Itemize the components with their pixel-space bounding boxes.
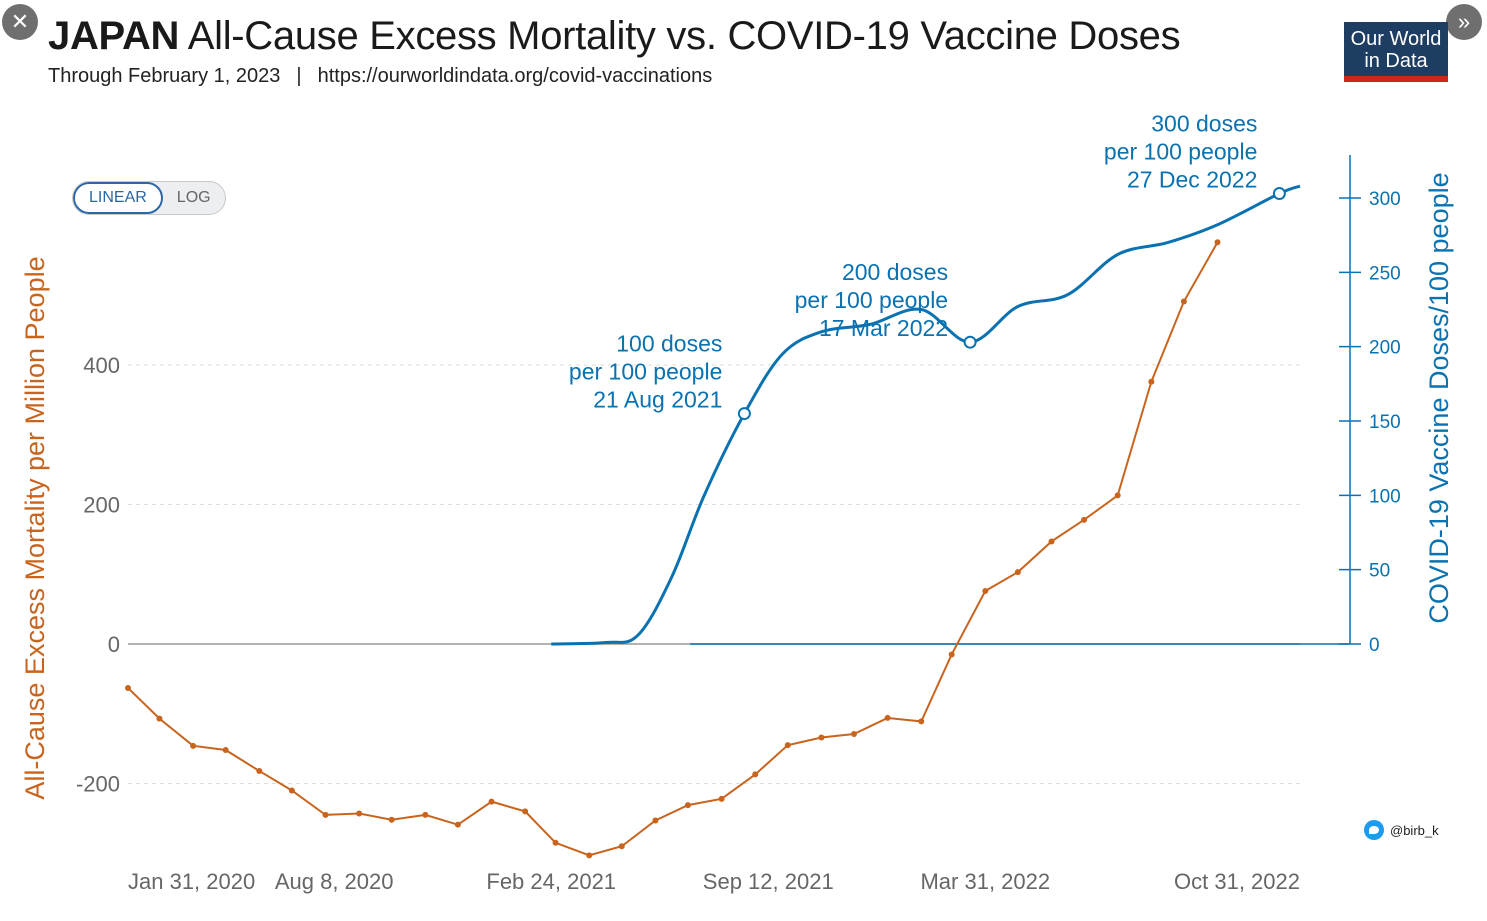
x-axis: Jan 31, 2020 Aug 8, 2020 Feb 24, 2021 Sep 1…: [128, 869, 1300, 894]
milestone-label: 27 Dec 2022: [1127, 167, 1257, 193]
right-tick-label: 150: [1369, 412, 1401, 433]
subtitle-separator: |: [296, 65, 302, 87]
mortality-point: [454, 821, 461, 828]
logo-line-2: in Data: [1364, 50, 1428, 72]
mortality-point: [1148, 378, 1155, 385]
mortality-point: [784, 742, 791, 749]
mortality-point: [522, 808, 529, 815]
close-button[interactable]: ✕: [2, 4, 38, 40]
double-chevron-right-icon: »: [1457, 9, 1471, 34]
mortality-point: [1114, 492, 1121, 499]
mortality-point: [850, 730, 857, 737]
vaccine-line: [551, 184, 1301, 646]
series: [125, 184, 1301, 859]
milestone-label: per 100 people: [1104, 139, 1257, 165]
right-tick-label: 100: [1369, 486, 1401, 507]
mortality-point: [1180, 298, 1187, 305]
left-tick-label: -200: [76, 772, 120, 797]
right-axis-title: COVID-19 Vaccine Doses/100 people: [1424, 172, 1454, 623]
x-tick-label: Feb 24, 2021: [486, 869, 616, 894]
left-axis: -200 0 200 400: [76, 353, 120, 797]
mortality-point: [1014, 569, 1021, 576]
author-handle: @birb_k: [1390, 822, 1439, 838]
mortality-point: [618, 843, 625, 850]
right-tick-label: 0: [1369, 635, 1380, 656]
x-tick-label: Oct 31, 2022: [1174, 869, 1300, 894]
right-tick-label: 50: [1369, 561, 1390, 582]
milestone-label: 100 doses: [616, 331, 722, 357]
title-text: All-Cause Excess Mortality vs. COVID-19 …: [187, 14, 1181, 58]
left-tick-label: 0: [108, 632, 120, 657]
x-tick-label: Jan 31, 2020: [128, 869, 255, 894]
milestone-label: 21 Aug 2021: [593, 387, 722, 413]
mortality-point: [356, 810, 363, 817]
x-tick-label: Sep 12, 2021: [703, 869, 834, 894]
milestone-label: 17 Mar 2022: [819, 315, 948, 341]
mortality-point: [586, 852, 593, 859]
mortality-point: [388, 816, 395, 823]
right-tick-label: 250: [1369, 263, 1401, 284]
milestone-label: per 100 people: [569, 359, 722, 385]
mortality-point: [256, 767, 263, 774]
twitter-bird-icon: [1364, 820, 1384, 840]
scale-option-linear[interactable]: LINEAR: [73, 182, 163, 214]
x-tick-label: Mar 31, 2022: [920, 869, 1050, 894]
mortality-line: [127, 241, 1219, 857]
mortality-point: [1214, 239, 1221, 246]
mortality-point: [488, 798, 495, 805]
mortality-point: [884, 714, 891, 721]
chart-subtitle: Through February 1, 2023 | https://ourworl…: [48, 65, 1180, 88]
mortality-point: [918, 718, 925, 725]
mortality-point: [288, 787, 295, 794]
mortality-point: [422, 811, 429, 818]
mortality-point: [752, 771, 759, 778]
chart-title: JAPAN All-Cause Excess Mortality vs. COV…: [48, 14, 1181, 59]
mortality-point: [125, 684, 131, 691]
mortality-point: [190, 742, 197, 749]
close-icon: ✕: [10, 9, 30, 34]
mortality-point: [818, 734, 825, 741]
mortality-point: [982, 587, 989, 594]
right-tick-label: 200: [1369, 338, 1401, 359]
owid-logo[interactable]: Our World in Data: [1344, 22, 1448, 82]
next-button[interactable]: »: [1446, 4, 1482, 40]
logo-line-1: Our World: [1350, 28, 1442, 50]
left-tick-label: 200: [83, 493, 120, 518]
milestone-marker: [1272, 187, 1286, 201]
scale-toggle: LINEAR LOG: [72, 181, 226, 215]
mortality-point: [552, 839, 559, 846]
mortality-point: [652, 817, 659, 824]
title-country: JAPAN: [48, 14, 180, 58]
mortality-point: [222, 747, 229, 754]
subtitle-date: Through February 1, 2023: [48, 65, 281, 87]
source-link[interactable]: https://ourworldindata.org/covid-vaccina…: [317, 65, 713, 87]
author-credit: @birb_k: [1364, 820, 1439, 840]
mortality-point: [948, 651, 955, 658]
left-tick-label: 400: [83, 353, 120, 378]
header: JAPAN All-Cause Excess Mortality vs. COV…: [48, 14, 1181, 88]
mortality-point: [684, 802, 691, 809]
milestone-label: 300 doses: [1151, 111, 1257, 137]
mortality-point: [322, 811, 329, 818]
x-tick-label: Aug 8, 2020: [275, 869, 394, 894]
gridlines: [128, 364, 1300, 784]
scale-option-log[interactable]: LOG: [176, 189, 211, 206]
milestone-label: 200 doses: [842, 259, 948, 285]
mortality-point: [1081, 516, 1088, 523]
right-axis: 0 50 100 150 200 250 300: [690, 155, 1401, 656]
milestone-marker: [737, 407, 751, 421]
mortality-point: [1048, 538, 1055, 545]
mortality-point: [718, 795, 725, 802]
milestone-marker: [963, 335, 977, 349]
milestone-label: per 100 people: [795, 287, 948, 313]
right-tick-label: 300: [1369, 189, 1401, 210]
left-axis-title: All-Cause Excess Mortality per Million P…: [20, 256, 50, 799]
mortality-point: [156, 715, 163, 722]
